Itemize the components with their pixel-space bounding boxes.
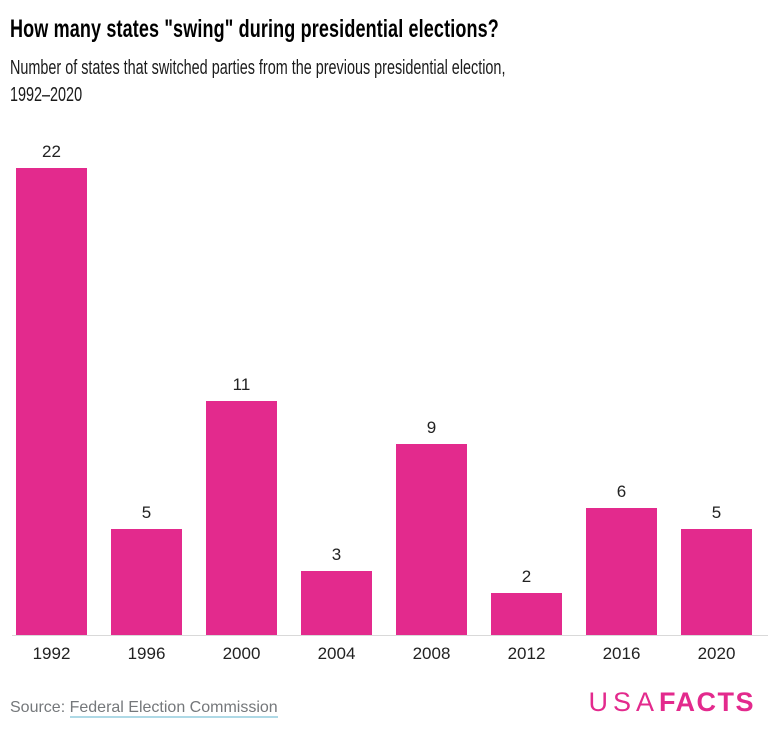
bar-value-label: 5	[711, 503, 722, 522]
bar-value-label: 5	[141, 503, 152, 522]
bar-value-label: 22	[42, 142, 61, 161]
chart-subtitle-line2: 1992–2020	[10, 84, 83, 106]
bar-1992	[16, 168, 87, 635]
usafacts-logo: USAFACTS	[588, 689, 755, 716]
bar-group-2004: 3	[289, 0, 384, 635]
bar-2020	[681, 529, 752, 635]
bar-2008	[396, 444, 467, 635]
bar-2016	[586, 508, 657, 635]
x-axis-tick-labels: 1992 1996 2000 2004 2008 2012 2016 2020	[4, 643, 764, 665]
bar-value-label: 2	[521, 567, 532, 586]
chart-header: How many states "swing" during president…	[10, 14, 760, 109]
bar-2012	[491, 593, 562, 635]
x-tick-2008: 2008	[412, 644, 451, 663]
source-attribution: Source: Federal Election Commission	[10, 698, 278, 718]
bar-group-2016: 6	[574, 0, 669, 635]
x-tick-2000: 2000	[222, 644, 261, 663]
bar-value-label: 3	[331, 545, 342, 564]
bar-group-2020: 5	[669, 0, 764, 635]
chart-title: How many states "swing" during president…	[10, 15, 499, 43]
bar-group-1992: 22	[4, 0, 99, 635]
x-tick-2012: 2012	[507, 644, 546, 663]
chart-subtitle-line1: Number of states that switched parties f…	[10, 57, 506, 79]
x-tick-2004: 2004	[317, 644, 356, 663]
chart-bars: 22 5 11 3 9 2 6 5	[4, 0, 764, 635]
x-tick-1992: 1992	[32, 644, 71, 663]
x-tick-2020: 2020	[697, 644, 736, 663]
bar-group-2000: 11	[194, 0, 289, 635]
source-link-federal-election-commission[interactable]: Federal Election Commission	[69, 699, 278, 718]
bar-group-2012: 2	[479, 0, 574, 635]
bar-1996	[111, 529, 182, 635]
usafacts-logo-usa: USA	[588, 687, 659, 717]
source-label: Source:	[10, 699, 70, 716]
bar-group-2008: 9	[384, 0, 479, 635]
bar-value-label: 9	[426, 418, 437, 437]
bar-value-label: 11	[232, 375, 251, 394]
bar-2004	[301, 571, 372, 635]
bar-value-label: 6	[616, 482, 627, 501]
usafacts-logo-facts: FACTS	[658, 687, 755, 717]
x-tick-2016: 2016	[602, 644, 641, 663]
chart-subtitle: Number of states that switched parties f…	[10, 55, 760, 109]
bar-2000	[206, 401, 277, 635]
x-axis-line	[12, 635, 768, 636]
x-tick-1996: 1996	[127, 644, 166, 663]
bar-group-1996: 5	[99, 0, 194, 635]
